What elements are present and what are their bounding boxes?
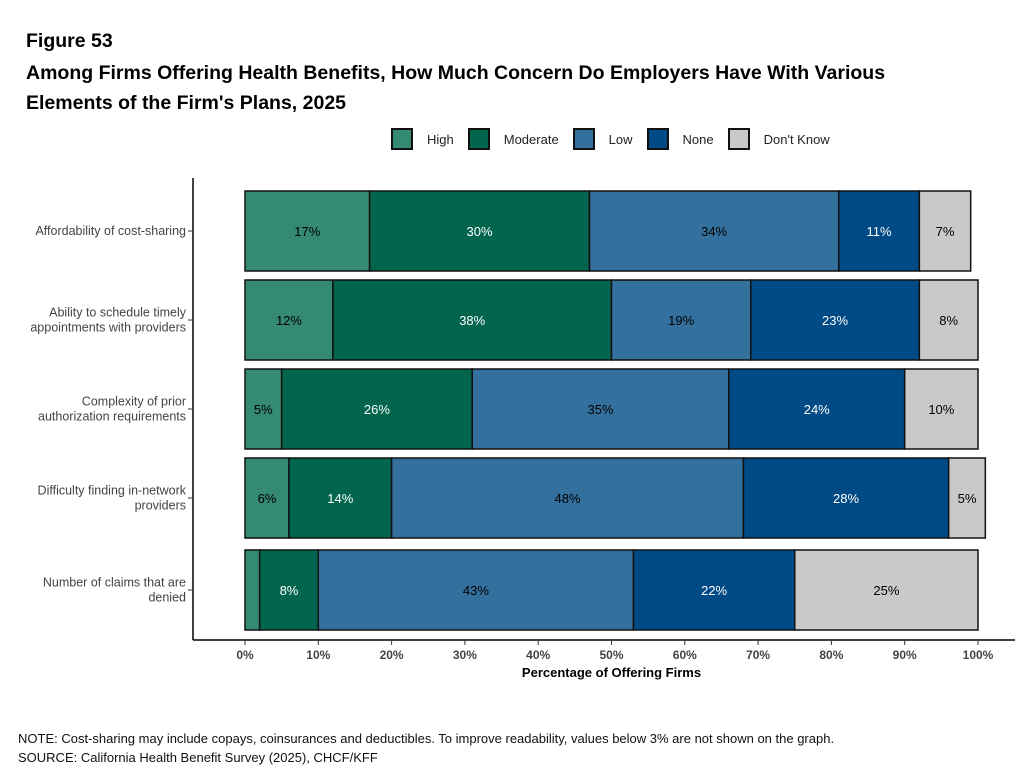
legend-swatch (572, 128, 595, 150)
bar-segment (610, 279, 752, 361)
legend-label: Moderate (503, 131, 559, 147)
data-label: 5% (958, 491, 977, 506)
legend-swatch (467, 128, 490, 150)
x-tick-label: 90% (893, 648, 917, 662)
bar-segment (244, 457, 290, 539)
bar-segment (332, 279, 613, 361)
legend-item: Low (572, 128, 633, 150)
bar-segment (288, 457, 393, 539)
legend-item: Moderate (467, 128, 559, 150)
note: NOTE: Cost-sharing may include copays, c… (18, 731, 835, 746)
x-tick-label: 20% (380, 648, 404, 662)
bar-segment (258, 549, 320, 631)
data-label: 10% (928, 402, 954, 417)
category-label: Complexity of prior (82, 395, 186, 409)
data-label: 19% (668, 313, 694, 328)
category-label: appointments with providers (30, 321, 186, 335)
data-label: 12% (276, 313, 302, 328)
figure-label: Figure 53 (26, 30, 113, 52)
source: SOURCE: California Health Benefit Survey… (18, 750, 378, 765)
bar-segment (280, 368, 473, 450)
category-label: Ability to schedule timely (49, 306, 187, 320)
x-axis-label: Percentage of Offering Firms (522, 665, 701, 680)
category-label: Affordability of cost-sharing (35, 224, 186, 238)
data-label: 24% (804, 402, 830, 417)
legend-swatch (727, 128, 750, 150)
x-tick-label: 70% (746, 648, 770, 662)
data-label: 30% (467, 224, 493, 239)
x-tick-label: 10% (306, 648, 330, 662)
bar-segment (903, 368, 979, 450)
data-label: 38% (459, 313, 485, 328)
data-label: 5% (254, 402, 273, 417)
bar-segment (750, 279, 921, 361)
legend-label: Don't Know (763, 131, 830, 147)
data-label: 26% (364, 402, 390, 417)
data-label: 6% (258, 491, 277, 506)
data-label: 11% (867, 224, 892, 239)
legend-item: None (646, 128, 714, 150)
x-tick-label: 50% (599, 648, 623, 662)
bar-segment (471, 368, 730, 450)
data-label: 7% (936, 224, 955, 239)
data-label: 8% (280, 583, 299, 598)
bar-segment (244, 368, 283, 450)
data-label: 22% (701, 583, 727, 598)
data-label: 23% (822, 313, 848, 328)
bar-segment (244, 549, 261, 631)
data-label: 8% (939, 313, 958, 328)
bar-segment (244, 279, 334, 361)
bar-segment (918, 279, 979, 361)
x-tick-label: 40% (526, 648, 550, 662)
bar-segment (368, 190, 591, 272)
data-label: 25% (873, 583, 899, 598)
x-tick-label: 30% (453, 648, 477, 662)
legend-swatch (391, 128, 413, 150)
legend-label: None (682, 131, 714, 147)
x-tick-label: 0% (236, 648, 254, 662)
bar-segment (632, 549, 796, 631)
legend-label: Low (608, 131, 633, 147)
legend-swatch (646, 128, 669, 150)
chart-title-line1: Among Firms Offering Health Benefits, Ho… (26, 62, 886, 84)
legend-item: Don't Know (727, 128, 830, 150)
bar-segment (918, 190, 972, 272)
data-label: 34% (701, 224, 727, 239)
legend-item: High (391, 128, 454, 150)
legend: High Moderate Low None Don't Know (391, 128, 844, 150)
legend-label: High (427, 131, 454, 147)
category-label: denied (148, 591, 186, 605)
data-label: 35% (587, 402, 613, 417)
category-label: providers (135, 499, 186, 513)
bar-segment (588, 190, 840, 272)
x-tick-label: 80% (819, 648, 843, 662)
category-label: Difficulty finding in-network (38, 484, 187, 498)
data-label: 14% (327, 491, 353, 506)
data-label: 28% (833, 491, 859, 506)
bar-segment (728, 368, 906, 450)
x-tick-label: 60% (673, 648, 697, 662)
data-label: 43% (463, 583, 489, 598)
bar-segment (947, 457, 987, 539)
chart-title-line2: Elements of the Firm's Plans, 2025 (26, 92, 347, 114)
category-label: authorization requirements (38, 410, 186, 424)
x-tick-label: 100% (963, 648, 994, 662)
data-label: 48% (555, 491, 581, 506)
bar-segment (794, 549, 979, 631)
data-label: 17% (294, 224, 320, 239)
bar-segment (837, 190, 921, 272)
category-label: Number of claims that are (43, 576, 186, 590)
